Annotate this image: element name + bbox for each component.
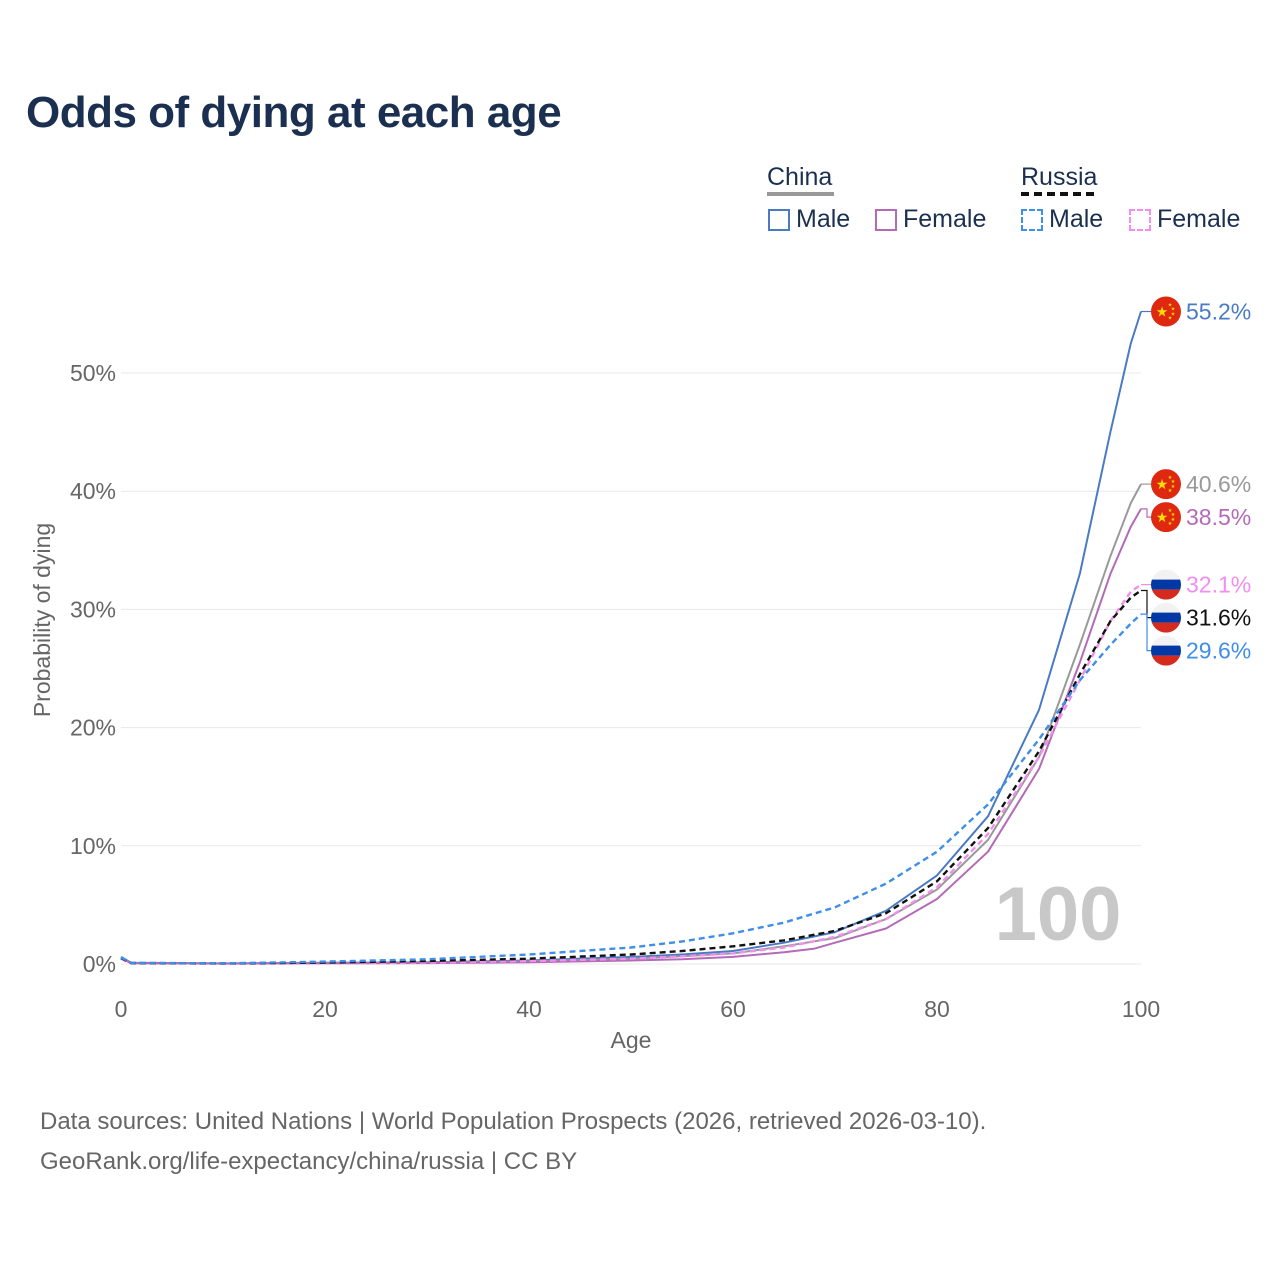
series-line-russia-female [120, 583, 1142, 965]
series-line-china-both [120, 483, 1142, 965]
svg-text:★: ★ [1171, 479, 1176, 485]
end-label-value: 32.1% [1186, 572, 1251, 598]
china-flag-icon: ★ ★★★★ [1151, 469, 1181, 500]
svg-text:★: ★ [1168, 303, 1173, 309]
series-lines [120, 311, 1142, 965]
svg-text:★: ★ [1156, 509, 1169, 525]
svg-text:★: ★ [1171, 307, 1176, 313]
svg-text:★: ★ [1171, 517, 1176, 523]
grid-lines [121, 372, 1141, 965]
svg-text:★: ★ [1168, 508, 1173, 514]
svg-text:★: ★ [1168, 316, 1173, 322]
china-flag-icon: ★ ★★★★ [1151, 296, 1181, 327]
legend-group-russia-title: Russia [1021, 163, 1098, 191]
legend-swatch-russia-male [1021, 208, 1043, 231]
svg-text:★: ★ [1171, 484, 1176, 490]
x-tick-label: 20 [312, 996, 338, 1022]
legend-group-russia-underline [1021, 192, 1094, 196]
source-line-2[interactable]: GeoRank.org/life-expectancy/china/russia… [40, 1148, 578, 1175]
y-tick-label: 50% [70, 360, 116, 386]
legend-item-russia-male[interactable]: Male [1021, 205, 1103, 234]
series-line-russia-male [120, 613, 1142, 965]
x-tick-label: 100 [1122, 996, 1160, 1022]
legend-label-russia-male: Male [1049, 205, 1104, 233]
series-line-china-male [120, 311, 1142, 965]
russia-flag-icon [1151, 602, 1181, 633]
end-label-value: 29.6% [1186, 638, 1251, 664]
y-tick-label: 20% [70, 715, 116, 741]
end-label-value: 40.6% [1186, 471, 1251, 497]
legend-group-china-title: China [767, 163, 833, 191]
series-line-china-female [120, 508, 1142, 965]
x-tick-label: 40 [516, 996, 542, 1022]
legend-label-china-male: Male [796, 205, 851, 233]
end-label-connector [1141, 589, 1152, 619]
end-label-value: 31.6% [1186, 605, 1251, 631]
svg-text:★: ★ [1168, 521, 1173, 527]
x-tick-label: 0 [115, 996, 128, 1022]
end-label-connector [1141, 613, 1152, 652]
x-axis-label: Age [611, 1027, 652, 1053]
legend-swatch-russia-female [1129, 208, 1151, 231]
legend-label-russia-female: Female [1157, 205, 1241, 233]
x-tick-label: 60 [720, 996, 746, 1022]
russia-flag-icon [1151, 635, 1181, 666]
y-tick-label: 10% [70, 833, 116, 859]
svg-text:★: ★ [1168, 488, 1173, 494]
end-label-connector [1141, 508, 1152, 518]
y-axis-label: Probability of dying [29, 523, 55, 717]
x-tick-labels: 0 20 40 60 80 100 [115, 996, 1161, 1022]
svg-text:★: ★ [1156, 476, 1169, 492]
end-labels: ★ ★★★★ 55.2%★ ★★★★ 40.6%★ ★★★★ 38.5%32.1%31.6%… [1141, 296, 1251, 666]
legend-item-china-female[interactable]: Female [875, 205, 986, 234]
legend-label-china-female: Female [903, 205, 987, 233]
y-tick-label: 40% [70, 478, 116, 504]
chart-title: Odds of dying at each age [26, 88, 562, 137]
legend-item-russia-female[interactable]: Female [1129, 205, 1240, 234]
svg-text:★: ★ [1171, 512, 1176, 518]
source-line-1: Data sources: United Nations | World Pop… [40, 1108, 987, 1135]
y-tick-label: 30% [70, 596, 116, 622]
y-tick-labels: 0% 10% 20% 30% 40% 50% [70, 360, 116, 977]
end-label-value: 38.5% [1186, 504, 1251, 530]
y-tick-label: 0% [83, 951, 116, 977]
legend-group-china-underline [767, 192, 834, 196]
legend-swatch-china-male [768, 208, 790, 231]
russia-flag-icon [1151, 569, 1181, 600]
legend-item-china-male[interactable]: Male [768, 205, 850, 234]
china-flag-icon: ★ ★★★★ [1151, 502, 1181, 533]
svg-text:★: ★ [1171, 312, 1176, 318]
chart-plot: 100 0% 10% 20% 30% 40% 50% 0 20 40 60 80 100 Age P… [29, 296, 1251, 1053]
legend-swatch-china-female [875, 208, 897, 231]
svg-text:★: ★ [1156, 304, 1169, 320]
svg-text:★: ★ [1168, 475, 1173, 481]
series-line-russia-both [120, 589, 1142, 965]
watermark-year: 100 [995, 872, 1122, 957]
end-label-value: 55.2% [1186, 299, 1251, 325]
x-tick-label: 80 [924, 996, 950, 1022]
